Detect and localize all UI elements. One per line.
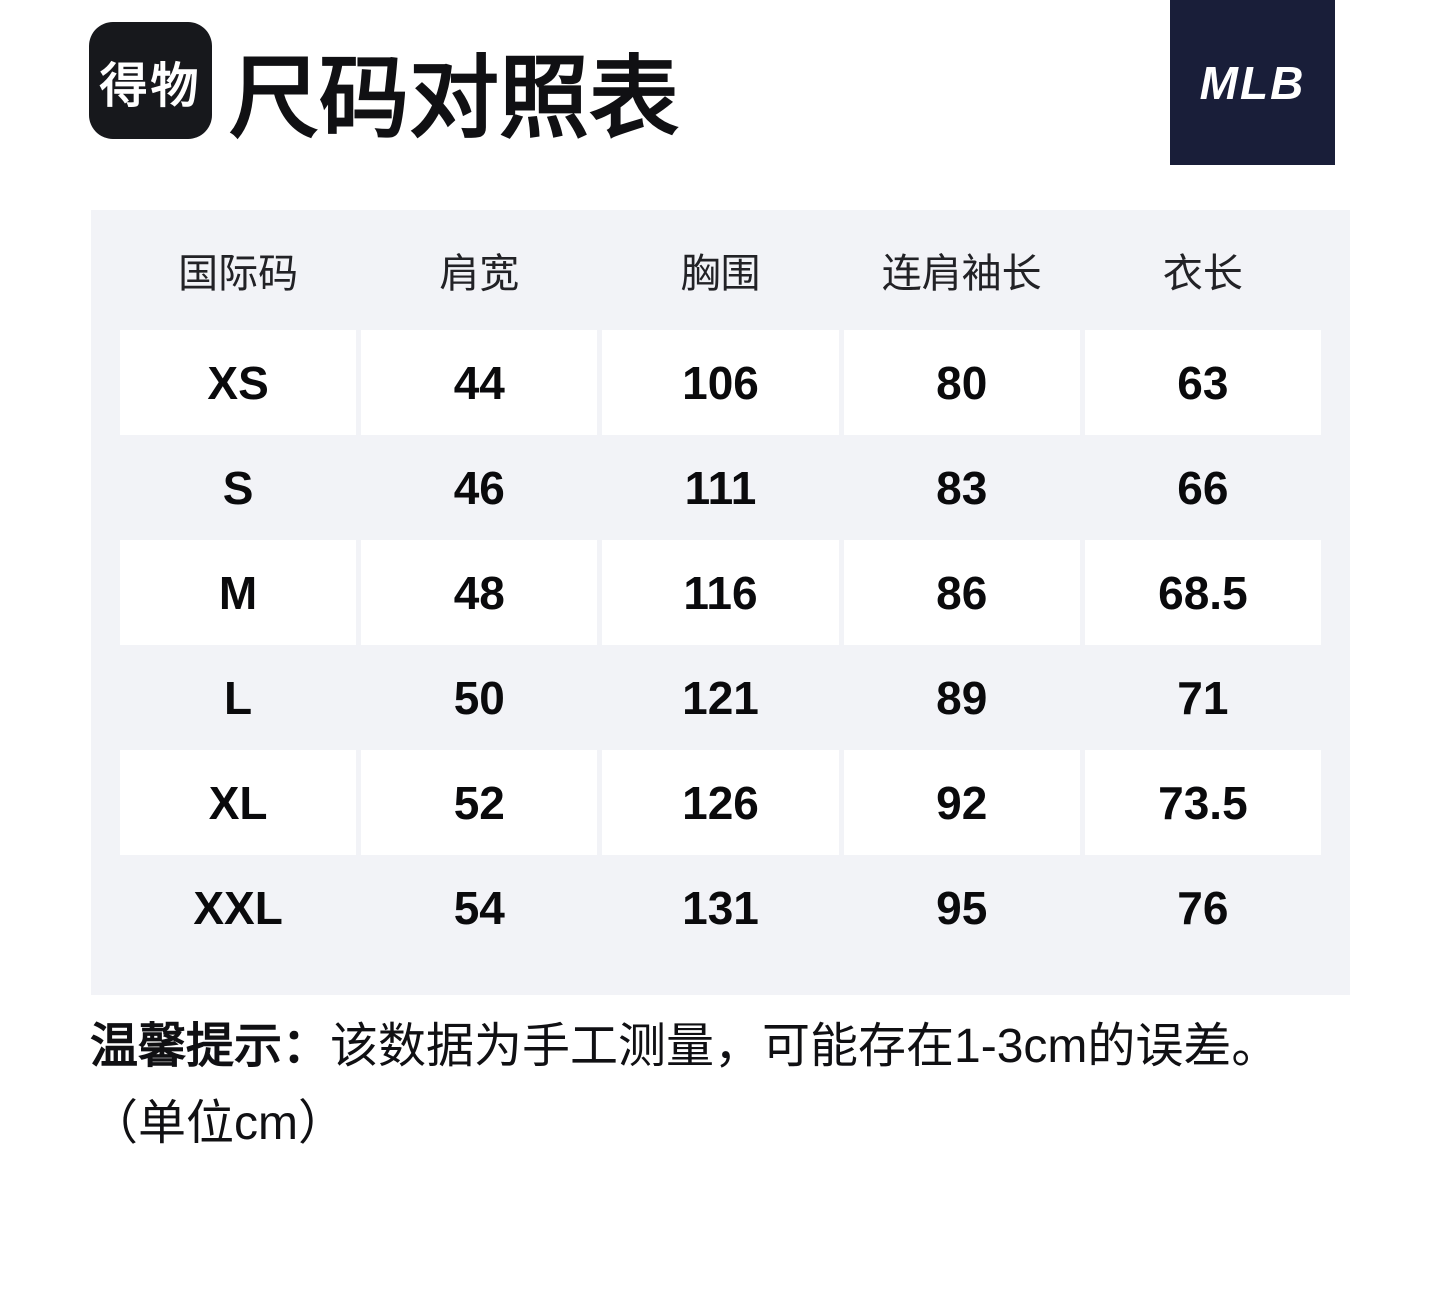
- table-cell: 131: [682, 881, 759, 934]
- footnote: 温馨提示：该数据为手工测量，可能存在1-3cm的误差。 （单位cm）: [90, 1008, 1380, 1162]
- table-cell: 73.5: [1084, 750, 1321, 855]
- table-row-s: S 46 111 83 66: [120, 435, 1321, 540]
- table-cell: 71: [1177, 671, 1229, 724]
- table-cell: 116: [602, 540, 839, 645]
- table-cell: XXL: [193, 881, 283, 934]
- table-row-m: M 48 116 86 68.5: [120, 540, 1321, 645]
- table-cell: 76: [1177, 881, 1229, 934]
- column-header-shoulder: 肩宽: [439, 252, 520, 296]
- table-cell: XL: [120, 750, 357, 855]
- footnote-unit: （单位cm）: [90, 1097, 346, 1150]
- footnote-text: 该数据为手工测量，可能存在1-3cm的误差。: [330, 1020, 1280, 1073]
- dewu-app-logo: 得物: [89, 22, 212, 139]
- table-cell: 126: [602, 750, 839, 855]
- mlb-brand-text: MLB: [1199, 56, 1306, 109]
- table-cell: 54: [453, 881, 505, 934]
- page-title: 尺码对照表: [229, 49, 679, 149]
- table-row-l: L 50 121 89 71: [120, 645, 1321, 750]
- dewu-logo-text: 得物: [99, 59, 202, 113]
- table-row-xs: XS 44 106 80 63: [120, 330, 1321, 435]
- table-header-row: 国际码 肩宽 胸围 连肩袖长 衣长: [120, 210, 1321, 330]
- table-cell: 95: [936, 881, 988, 934]
- column-header-size: 国际码: [178, 252, 299, 296]
- table-cell: L: [224, 671, 253, 724]
- table-cell: S: [222, 461, 254, 514]
- table-cell: 83: [936, 461, 988, 514]
- table-cell: 68.5: [1084, 540, 1321, 645]
- table-cell: 63: [1084, 330, 1321, 435]
- table-cell: 86: [843, 540, 1080, 645]
- table-cell: 106: [602, 330, 839, 435]
- column-header-length: 衣长: [1162, 252, 1243, 296]
- table-cell: 50: [453, 671, 505, 724]
- column-header-sleeve: 连肩袖长: [881, 252, 1042, 296]
- table-cell: M: [120, 540, 357, 645]
- table-cell: 48: [361, 540, 598, 645]
- table-cell: 52: [361, 750, 598, 855]
- table-cell: 46: [453, 461, 505, 514]
- table-cell: 111: [684, 461, 757, 514]
- table-cell: 80: [843, 330, 1080, 435]
- column-header-chest: 胸围: [680, 252, 761, 296]
- table-cell: 66: [1177, 461, 1229, 514]
- size-table: 国际码 肩宽 胸围 连肩袖长 衣长 XS 44 106 80 63 S 46 1…: [91, 210, 1350, 995]
- table-cell: XS: [120, 330, 357, 435]
- footnote-prefix: 温馨提示：: [90, 1020, 331, 1073]
- table-cell: 92: [843, 750, 1080, 855]
- table-row-xxl: XXL 54 131 95 76: [120, 855, 1321, 960]
- mlb-brand-logo: MLB: [1170, 0, 1335, 165]
- table-cell: 121: [682, 671, 759, 724]
- footnote-line-1: 温馨提示：该数据为手工测量，可能存在1-3cm的误差。: [90, 1008, 1380, 1085]
- table-cell: 89: [936, 671, 988, 724]
- table-cell: 44: [361, 330, 598, 435]
- table-row-xl: XL 52 126 92 73.5: [120, 750, 1321, 855]
